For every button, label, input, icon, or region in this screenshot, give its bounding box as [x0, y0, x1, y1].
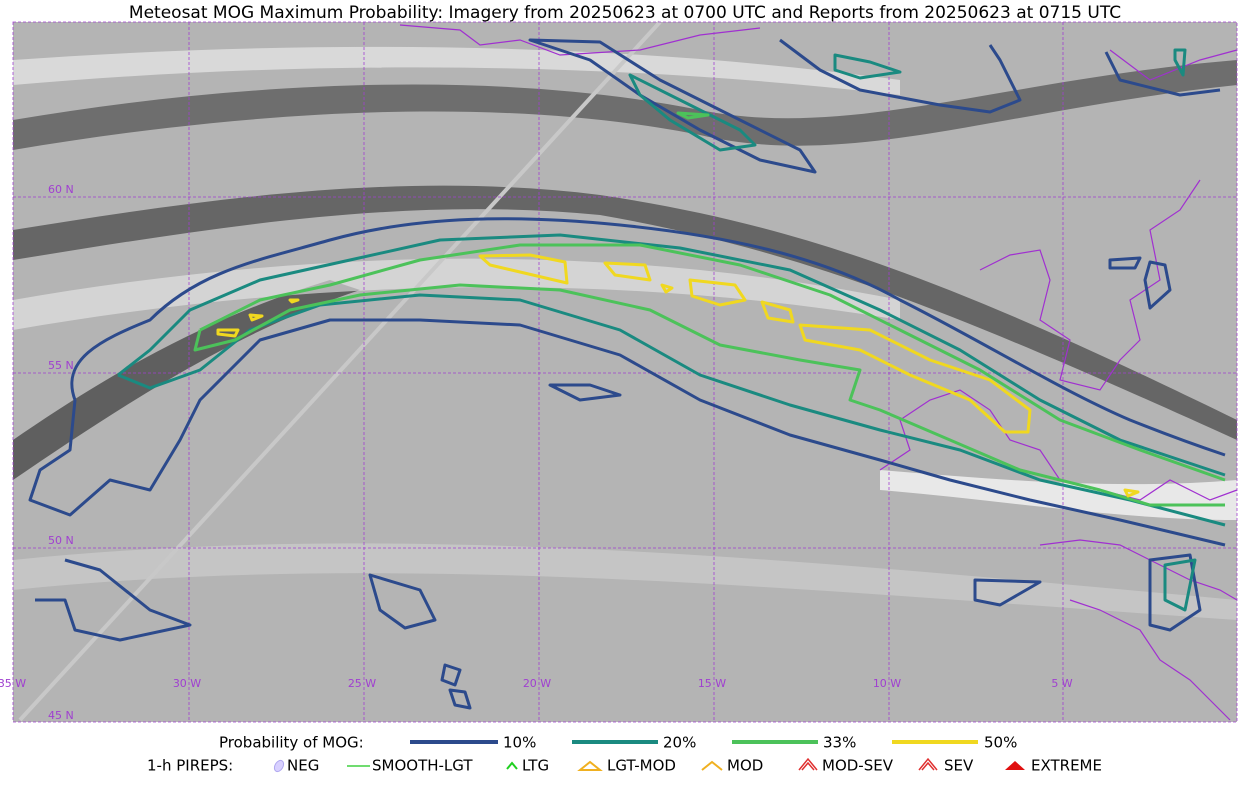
lat-label: 45 N: [48, 709, 74, 722]
legend: Probability of MOG: 10% 20% 33% 50% 1-h …: [147, 734, 1102, 775]
lat-label: 60 N: [48, 183, 74, 196]
legend-label: 1-h PIREPS:: [147, 757, 233, 775]
lat-label: 50 N: [48, 534, 74, 547]
legend-item: 33%: [823, 734, 856, 752]
legend-item: LTG: [522, 757, 549, 775]
lon-label: 15 W: [698, 677, 726, 690]
contours: [28, 38, 1226, 710]
lon-label: 20 W: [523, 677, 551, 690]
lat-label: 55 N: [48, 359, 74, 372]
legend-item: 10%: [503, 734, 536, 752]
legend-item: SEV: [944, 757, 974, 775]
legend-item: EXTREME: [1031, 757, 1102, 775]
legend-item: LGT-MOD: [607, 757, 676, 775]
legend-item: 50%: [984, 734, 1017, 752]
lon-label: 35 W: [0, 677, 26, 690]
legend-item: SMOOTH-LGT: [372, 757, 473, 775]
longitude-labels: 35 W 30 W 25 W 20 W 15 W 10 W 5 W: [0, 677, 1073, 690]
lon-label: 25 W: [348, 677, 376, 690]
legend-item: MOD: [727, 757, 763, 775]
latitude-labels: 60 N 55 N 50 N 45 N: [48, 183, 74, 722]
legend-item: 20%: [663, 734, 696, 752]
lon-label: 10 W: [873, 677, 901, 690]
legend-label: Probability of MOG:: [219, 734, 364, 752]
coastlines: [399, 24, 1238, 721]
lon-label: 5 W: [1051, 677, 1072, 690]
legend-item: MOD-SEV: [822, 757, 894, 775]
title: Meteosat MOG Maximum Probability: Imager…: [129, 3, 1121, 23]
lon-label: 30 W: [173, 677, 201, 690]
legend-item: NEG: [287, 757, 319, 775]
